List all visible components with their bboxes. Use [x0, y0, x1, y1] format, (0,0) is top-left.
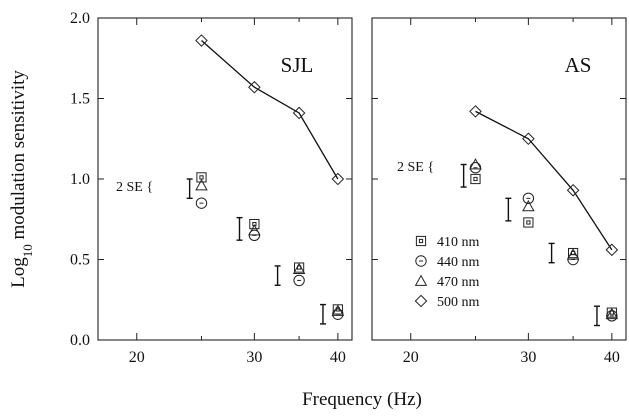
- panel-as: AS 20 30 40 2 SE { 410 nm 440 nm 470 nm 500 nm: [371, 17, 627, 366]
- data-point-410-nm-square: [523, 217, 534, 228]
- legend-marker-square-inner: [418, 238, 424, 244]
- legend-label: 500 nm: [437, 295, 480, 310]
- data-point-500-nm-diamond: [331, 172, 345, 186]
- data-point-500-nm-diamond: [195, 34, 208, 47]
- data-point-470-nm-triangle: [469, 158, 482, 170]
- panel-sjl: SJL 0.0 0.5 1.0 1.5 2.0 20 30 40 2 SE {: [70, 10, 353, 366]
- x-axis-title: Frequency (Hz): [302, 389, 422, 410]
- x-tick-label: 20: [403, 349, 419, 366]
- error-bar-4: [593, 305, 600, 327]
- data-point-410-nm-square: [249, 218, 260, 230]
- legend-marker-square-box: [415, 235, 427, 247]
- legend-marker-square: [415, 235, 427, 247]
- panel-label-as: AS: [565, 53, 592, 77]
- se-label: 2 SE {: [116, 180, 153, 195]
- data-point-500-nm-diamond: [292, 106, 306, 120]
- data-point-440-nm-circle: [293, 274, 305, 287]
- x-tick-label: 30: [246, 349, 262, 366]
- x-tick-label: 40: [330, 349, 346, 366]
- error-bar-4: [319, 303, 326, 325]
- legend-marker-triangle: [414, 274, 428, 286]
- data-point-500-nm-diamond: [248, 80, 261, 94]
- error-bar-2: [505, 197, 512, 222]
- data-point-470-nm-triangle: [331, 304, 345, 316]
- error-bar-1: [460, 163, 467, 188]
- x-tick-label: 40: [604, 349, 620, 366]
- data-point-500-nm-diamond: [605, 243, 619, 257]
- data-point-410-nm-square-box: [470, 173, 481, 185]
- data-point-440-nm-circle-ring: [293, 274, 305, 287]
- y-tick-label: 2.0: [70, 10, 90, 27]
- data-point-500-nm-diamond: [469, 105, 482, 118]
- data-point-410-nm-square-inner: [473, 176, 478, 182]
- data-point-440-nm-circle: [469, 162, 482, 174]
- data-point-440-nm-circle: [606, 310, 618, 322]
- legend: 410 nm 440 nm 470 nm 500 nm: [414, 235, 480, 310]
- data-point-410-nm-square-inner: [199, 175, 204, 180]
- legend-label: 440 nm: [437, 255, 480, 270]
- y-tick-label: 1.0: [70, 171, 90, 188]
- data-point-440-nm-circle-ring: [606, 310, 618, 322]
- data-point-410-nm-square-box: [249, 218, 260, 230]
- data-point-410-nm-square: [470, 173, 481, 185]
- data-point-470-nm-triangle: [248, 224, 261, 236]
- x-tick-label: 30: [520, 349, 536, 366]
- data-point-470-nm-triangle: [292, 262, 306, 275]
- se-label: 2 SE {: [397, 160, 434, 175]
- data-point-410-nm-square-inner: [526, 220, 531, 225]
- legend-marker-diamond: [414, 294, 428, 308]
- data-point-440-nm-circle: [195, 197, 208, 209]
- error-bar-3: [274, 265, 281, 286]
- legend-label: 470 nm: [437, 275, 480, 290]
- y-tick-label: 1.5: [70, 91, 90, 108]
- data-point-470-nm-triangle: [522, 199, 535, 212]
- y-tick-label: 0.5: [70, 252, 90, 269]
- error-bar-3: [548, 242, 555, 264]
- legend-label: 410 nm: [437, 235, 480, 250]
- plot-frame-sjl: [97, 17, 353, 341]
- y-tick-label: 0.0: [70, 332, 90, 349]
- x-tick-label: 20: [129, 349, 145, 366]
- data-point-470-nm-triangle: [566, 248, 580, 260]
- legend-marker-circle: [415, 255, 427, 267]
- error-bar-2: [236, 216, 243, 241]
- data-point-410-nm-square: [196, 172, 207, 183]
- y-axis-title: Log10 modulation sensitivity: [8, 70, 35, 288]
- data-point-410-nm-square-box: [523, 217, 534, 228]
- panel-label-sjl: SJL: [281, 53, 314, 77]
- data-point-440-nm-circle-ring: [195, 197, 208, 209]
- series-line-500-nm: [201, 40, 339, 180]
- data-point-500-nm-diamond: [566, 183, 580, 197]
- series-line-500-nm: [475, 110, 613, 251]
- data-point-440-nm-circle: [522, 192, 535, 205]
- data-point-410-nm-square-box: [196, 172, 207, 183]
- data-point-440-nm-circle-ring: [522, 192, 535, 205]
- data-point-470-nm-triangle: [195, 179, 208, 191]
- data-point-500-nm-diamond: [522, 132, 535, 146]
- data-point-470-nm-triangle: [605, 307, 619, 320]
- error-bar-1: [186, 178, 193, 200]
- legend-marker-circle-ring: [415, 255, 427, 267]
